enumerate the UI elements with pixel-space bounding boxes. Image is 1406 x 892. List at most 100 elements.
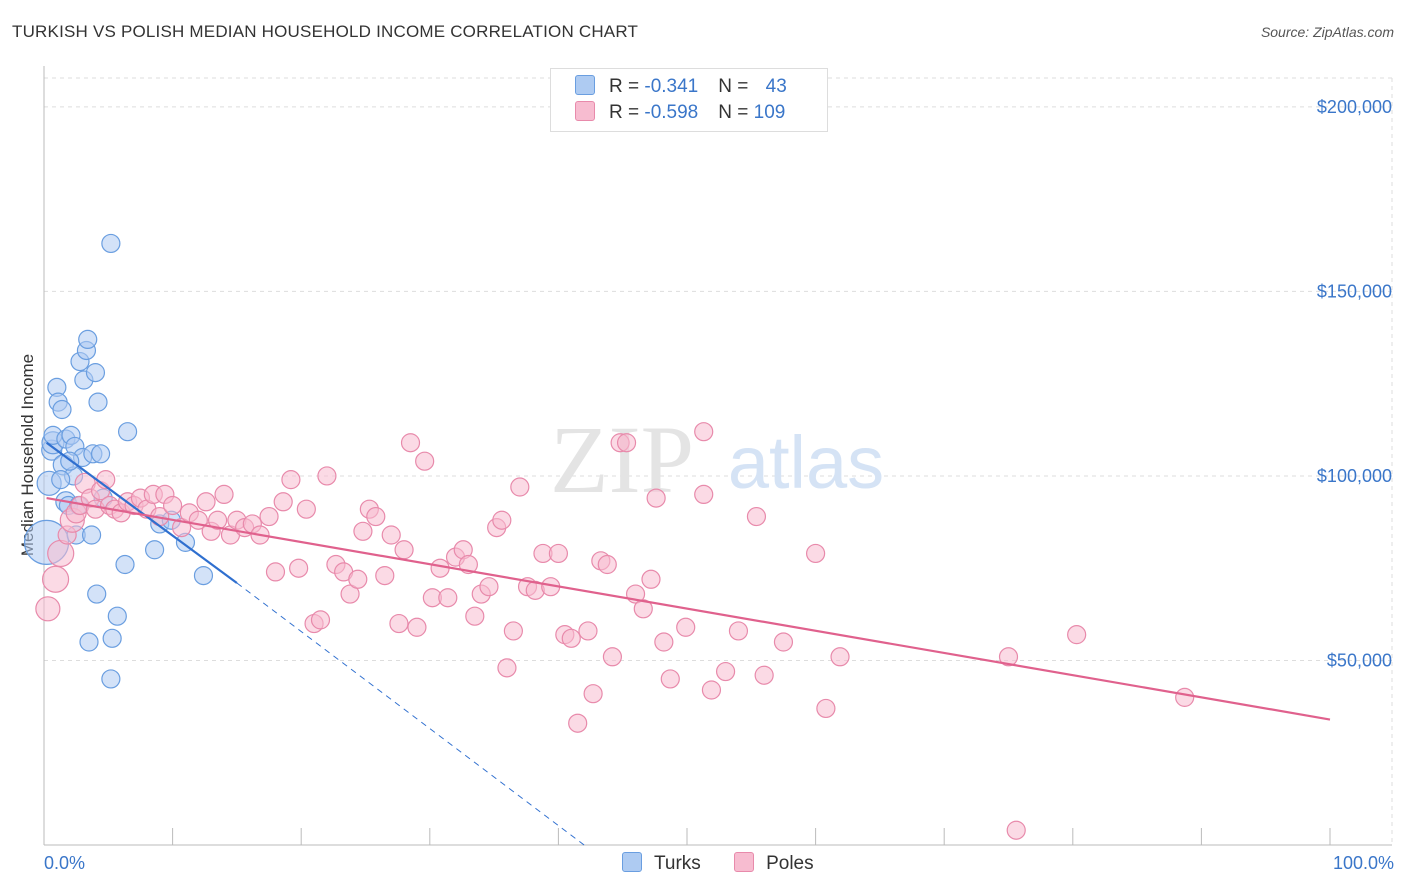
poles-point xyxy=(646,488,666,508)
poles-point xyxy=(310,610,331,630)
poles-point xyxy=(568,713,588,733)
poles-point xyxy=(47,539,75,568)
poles-point xyxy=(317,466,337,486)
poles-point xyxy=(289,558,309,578)
turks-n-value: 43 xyxy=(765,76,787,97)
watermark-zip: ZIP xyxy=(550,406,694,513)
trend-lines xyxy=(45,441,1331,846)
poles-point xyxy=(41,565,70,593)
poles-point xyxy=(694,484,714,505)
poles-point xyxy=(830,647,850,667)
poles-point xyxy=(196,492,216,512)
poles-point xyxy=(35,596,61,622)
poles-point xyxy=(1067,625,1087,645)
poles-point xyxy=(214,484,234,505)
poles-legend-swatch xyxy=(734,852,755,872)
poles-point xyxy=(273,492,293,512)
poles-point xyxy=(438,588,458,608)
turks-point xyxy=(101,669,121,689)
poles-point xyxy=(465,606,485,626)
turks-point xyxy=(51,470,71,490)
poles-trend-line xyxy=(46,497,1331,721)
poles-point xyxy=(654,632,674,652)
turks-r-value: -0.341 xyxy=(644,76,699,97)
poles-point xyxy=(754,665,774,685)
correlation-legend: R = -0.341 N = 43 R = -0.598 N = 109 xyxy=(550,68,828,132)
poles-point xyxy=(430,558,450,578)
turks-point xyxy=(90,444,111,464)
legend-item-poles: Poles xyxy=(734,852,814,875)
poles-r-label: R = xyxy=(609,102,645,123)
poles-point xyxy=(1175,687,1195,707)
poles-point xyxy=(578,621,598,641)
poles-point xyxy=(728,621,749,641)
turks-legend-swatch xyxy=(622,852,642,872)
poles-point xyxy=(265,562,286,582)
turks-point xyxy=(101,233,121,254)
legend-item-turks: Turks xyxy=(622,852,701,875)
poles-point xyxy=(548,543,569,564)
poles-point xyxy=(389,613,409,634)
turks-point xyxy=(88,392,108,412)
poles-point xyxy=(510,477,530,497)
poles-point xyxy=(597,554,617,575)
turks-point xyxy=(79,632,99,652)
poles-point xyxy=(633,599,653,619)
poles-point xyxy=(366,506,386,527)
poles-point xyxy=(816,698,836,719)
turks-point xyxy=(102,628,122,648)
turks-n-label: N = xyxy=(718,76,754,97)
turks-point xyxy=(107,606,127,626)
poles-point xyxy=(296,499,316,519)
chart-title: TURKISH VS POLISH MEDIAN HOUSEHOLD INCOM… xyxy=(12,22,639,41)
axes xyxy=(43,66,1392,846)
poles-point xyxy=(503,621,523,641)
poles-point xyxy=(805,543,826,564)
poles-r-value: -0.598 xyxy=(644,102,699,123)
poles-point xyxy=(259,506,279,527)
grid-lines xyxy=(44,77,1393,845)
turks-point xyxy=(52,399,72,420)
turks-point xyxy=(115,554,135,575)
axis-tick-labels: $50,000 $100,000 $150,000 $200,000 0.0% 100.0… xyxy=(44,97,1394,873)
zipatlas-watermark: ZIP atlas xyxy=(550,406,884,513)
poles-point xyxy=(163,495,183,516)
y-tick-label: $200,000 xyxy=(1317,97,1392,117)
poles-point xyxy=(340,584,360,604)
poles-n-value: 109 xyxy=(753,102,786,123)
poles-point xyxy=(641,569,661,589)
poles-point xyxy=(746,506,767,527)
poles-point xyxy=(497,658,517,678)
poles-point xyxy=(400,433,421,453)
turks-point xyxy=(117,422,138,442)
poles-point xyxy=(381,525,401,545)
poles-point xyxy=(348,569,368,589)
poles-point xyxy=(616,433,637,453)
y-tick-label: $150,000 xyxy=(1317,281,1392,301)
poles-point xyxy=(1006,820,1026,840)
series-legend: Turks Poles xyxy=(622,852,842,875)
poles-swatch xyxy=(575,101,595,121)
turks-point xyxy=(193,565,214,586)
poles-point xyxy=(415,451,435,471)
poles-point xyxy=(583,684,603,704)
poles-point xyxy=(281,470,301,490)
poles-point xyxy=(394,540,414,560)
poles-point xyxy=(208,510,228,530)
turks-swatch xyxy=(575,75,595,95)
watermark-atlas: atlas xyxy=(728,421,884,504)
poles-legend-label: Poles xyxy=(766,853,814,874)
poles-point xyxy=(715,661,736,682)
source-label: Source: ZipAtlas.com xyxy=(1260,24,1394,40)
turks-point xyxy=(78,329,98,350)
x-tick-label-max: 100.0% xyxy=(1333,853,1394,873)
turks-legend-label: Turks xyxy=(654,853,701,874)
poles-point xyxy=(602,647,623,667)
turks-trend-line xyxy=(45,441,238,584)
poles-point xyxy=(701,680,722,700)
turks-point xyxy=(144,540,165,560)
turks-point xyxy=(87,584,107,604)
poles-point xyxy=(479,577,499,597)
poles-point xyxy=(492,510,512,530)
